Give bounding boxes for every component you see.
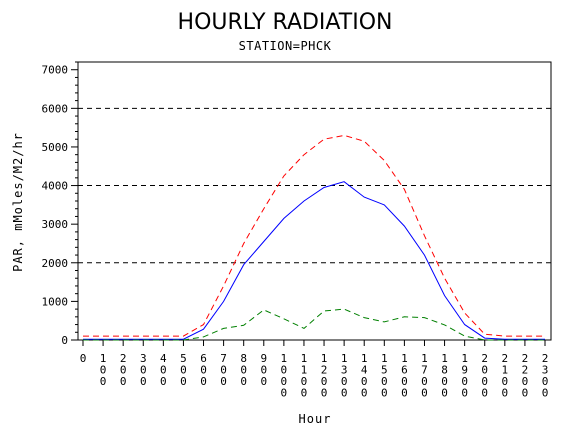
plot-area: 0 1000 2000 3000 4000 5000 6000 7000 0 1 0 0 2 0 0 3 0 0 4… [42, 61, 552, 400]
series-line-2 [83, 134, 545, 337]
y-tick-label: 7000 [42, 64, 69, 77]
y-tick-label: 0 [61, 334, 68, 347]
series-line-1 [83, 181, 545, 340]
y-tick-label: 2000 [42, 257, 69, 270]
series-line-3 [83, 308, 545, 341]
y-tick-label: 1000 [42, 295, 69, 308]
x-tick-label: 0 [80, 352, 87, 365]
plot-frame [77, 61, 552, 341]
chart-title: HOURLY RADIATION [178, 10, 393, 35]
y-axis-label: PAR, mMoles/M2/hr [11, 132, 25, 272]
x-axis-label: Hour [299, 412, 332, 426]
y-tick-label: 6000 [42, 102, 69, 115]
chart-subtitle: STATION=PHCK [239, 39, 332, 53]
y-tick-label: 3000 [42, 218, 69, 231]
y-tick-label: 4000 [42, 180, 69, 193]
y-tick-label: 5000 [42, 141, 69, 154]
